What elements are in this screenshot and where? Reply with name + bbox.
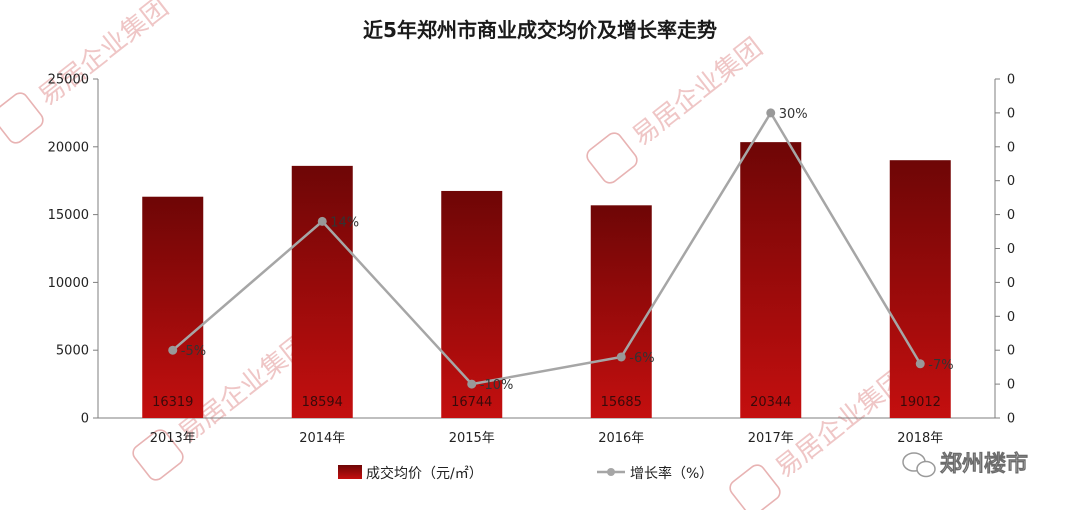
watermark-text: 易居企业集团 (627, 32, 768, 152)
brand-account-name: 郑州楼市 (940, 451, 1028, 477)
right-axis-tick-label: 0 (1007, 106, 1015, 121)
right-axis-tick-label: 0 (1007, 73, 1015, 88)
rate-value-label: -5% (181, 344, 206, 359)
rate-line (171, 110, 922, 386)
bar-value-label: 18594 (302, 395, 343, 410)
legend-swatch-rate-marker (607, 468, 615, 476)
right-axis-tick-label: 0 (1007, 344, 1015, 359)
right-axis-tick-label: 0 (1007, 208, 1015, 223)
right-axis-tick-label: 0 (1007, 242, 1015, 257)
bar-value-label: 19012 (900, 395, 941, 410)
right-axis-tick-label: 0 (1007, 378, 1015, 393)
rate-value-label: -10% (480, 378, 514, 393)
legend-label-price: 成交均价（元/㎡） (366, 465, 483, 482)
bar-value-label: 15685 (601, 395, 642, 410)
bar-series: 16319 18594 16744 15685 20344 19012 (142, 142, 951, 419)
x-axis-tick-label: 2018年 (897, 431, 943, 446)
bar (889, 160, 951, 419)
rate-point (467, 379, 477, 389)
watermark-seal-frame (586, 132, 638, 184)
legend: 成交均价（元/㎡） 增长率（%） (338, 465, 713, 482)
rate-point (168, 345, 178, 355)
legend-swatch-price (338, 465, 362, 479)
brand-badge: 郑州楼市 (902, 451, 1028, 478)
x-axis-tick-label: 2015年 (449, 431, 495, 446)
legend-label-rate: 增长率（%） (630, 465, 713, 482)
left-axis-ticks: 0 5000 10000 15000 20000 25000 (48, 73, 98, 427)
right-axis-tick-label: 0 (1007, 140, 1015, 155)
bar-value-label: 20344 (750, 395, 791, 410)
bar-value-label: 16744 (451, 395, 492, 410)
right-axis-tick-label: 0 (1007, 174, 1015, 189)
rate-point (915, 359, 925, 369)
left-axis-tick-label: 25000 (48, 73, 89, 88)
right-axis-ticks: 0 0 0 0 0 0 0 0 0 0 0 (995, 73, 1015, 427)
rate-point (766, 108, 776, 118)
x-axis-tick-label: 2016年 (598, 431, 644, 446)
bar (740, 142, 802, 418)
bar (142, 196, 204, 418)
rate-value-label: 14% (330, 215, 359, 230)
watermark-seal-frame (729, 464, 781, 510)
rate-point (317, 216, 327, 226)
x-axis-tick-label: 2017年 (748, 431, 794, 446)
x-axis-tick-label: 2014年 (299, 431, 345, 446)
left-axis-tick-label: 5000 (56, 344, 89, 359)
chart-title: 近5年郑州市商业成交均价及增长率走势 (363, 18, 717, 42)
left-axis-tick-label: 20000 (48, 140, 89, 155)
watermark-text: 易居企业集团 (33, 0, 174, 112)
rate-point (616, 352, 626, 362)
watermark-seal-frame (0, 92, 44, 144)
x-axis-tick-label: 2013年 (150, 431, 196, 446)
right-axis-tick-label: 0 (1007, 412, 1015, 427)
right-axis-tick-label: 0 (1007, 276, 1015, 291)
left-axis-tick-label: 15000 (48, 208, 89, 223)
x-axis-ticks: 2013年 2014年 2015年 2016年 2017年 2018年 (150, 431, 944, 446)
left-axis-tick-label: 10000 (48, 276, 89, 291)
rate-value-label: -6% (629, 351, 654, 366)
bar-value-label: 16319 (152, 395, 193, 410)
right-axis-tick-label: 0 (1007, 310, 1015, 325)
bar (590, 205, 652, 418)
rate-value-label: -7% (928, 358, 953, 373)
rate-value-label: 30% (779, 107, 808, 122)
rate-series: -5% 14% -10% -6% 30% -7% (168, 107, 954, 393)
watermark-seal-frame (132, 429, 184, 481)
chat-bubble-icon (902, 452, 936, 478)
left-axis-tick-label: 0 (81, 412, 89, 427)
bar (291, 165, 353, 418)
